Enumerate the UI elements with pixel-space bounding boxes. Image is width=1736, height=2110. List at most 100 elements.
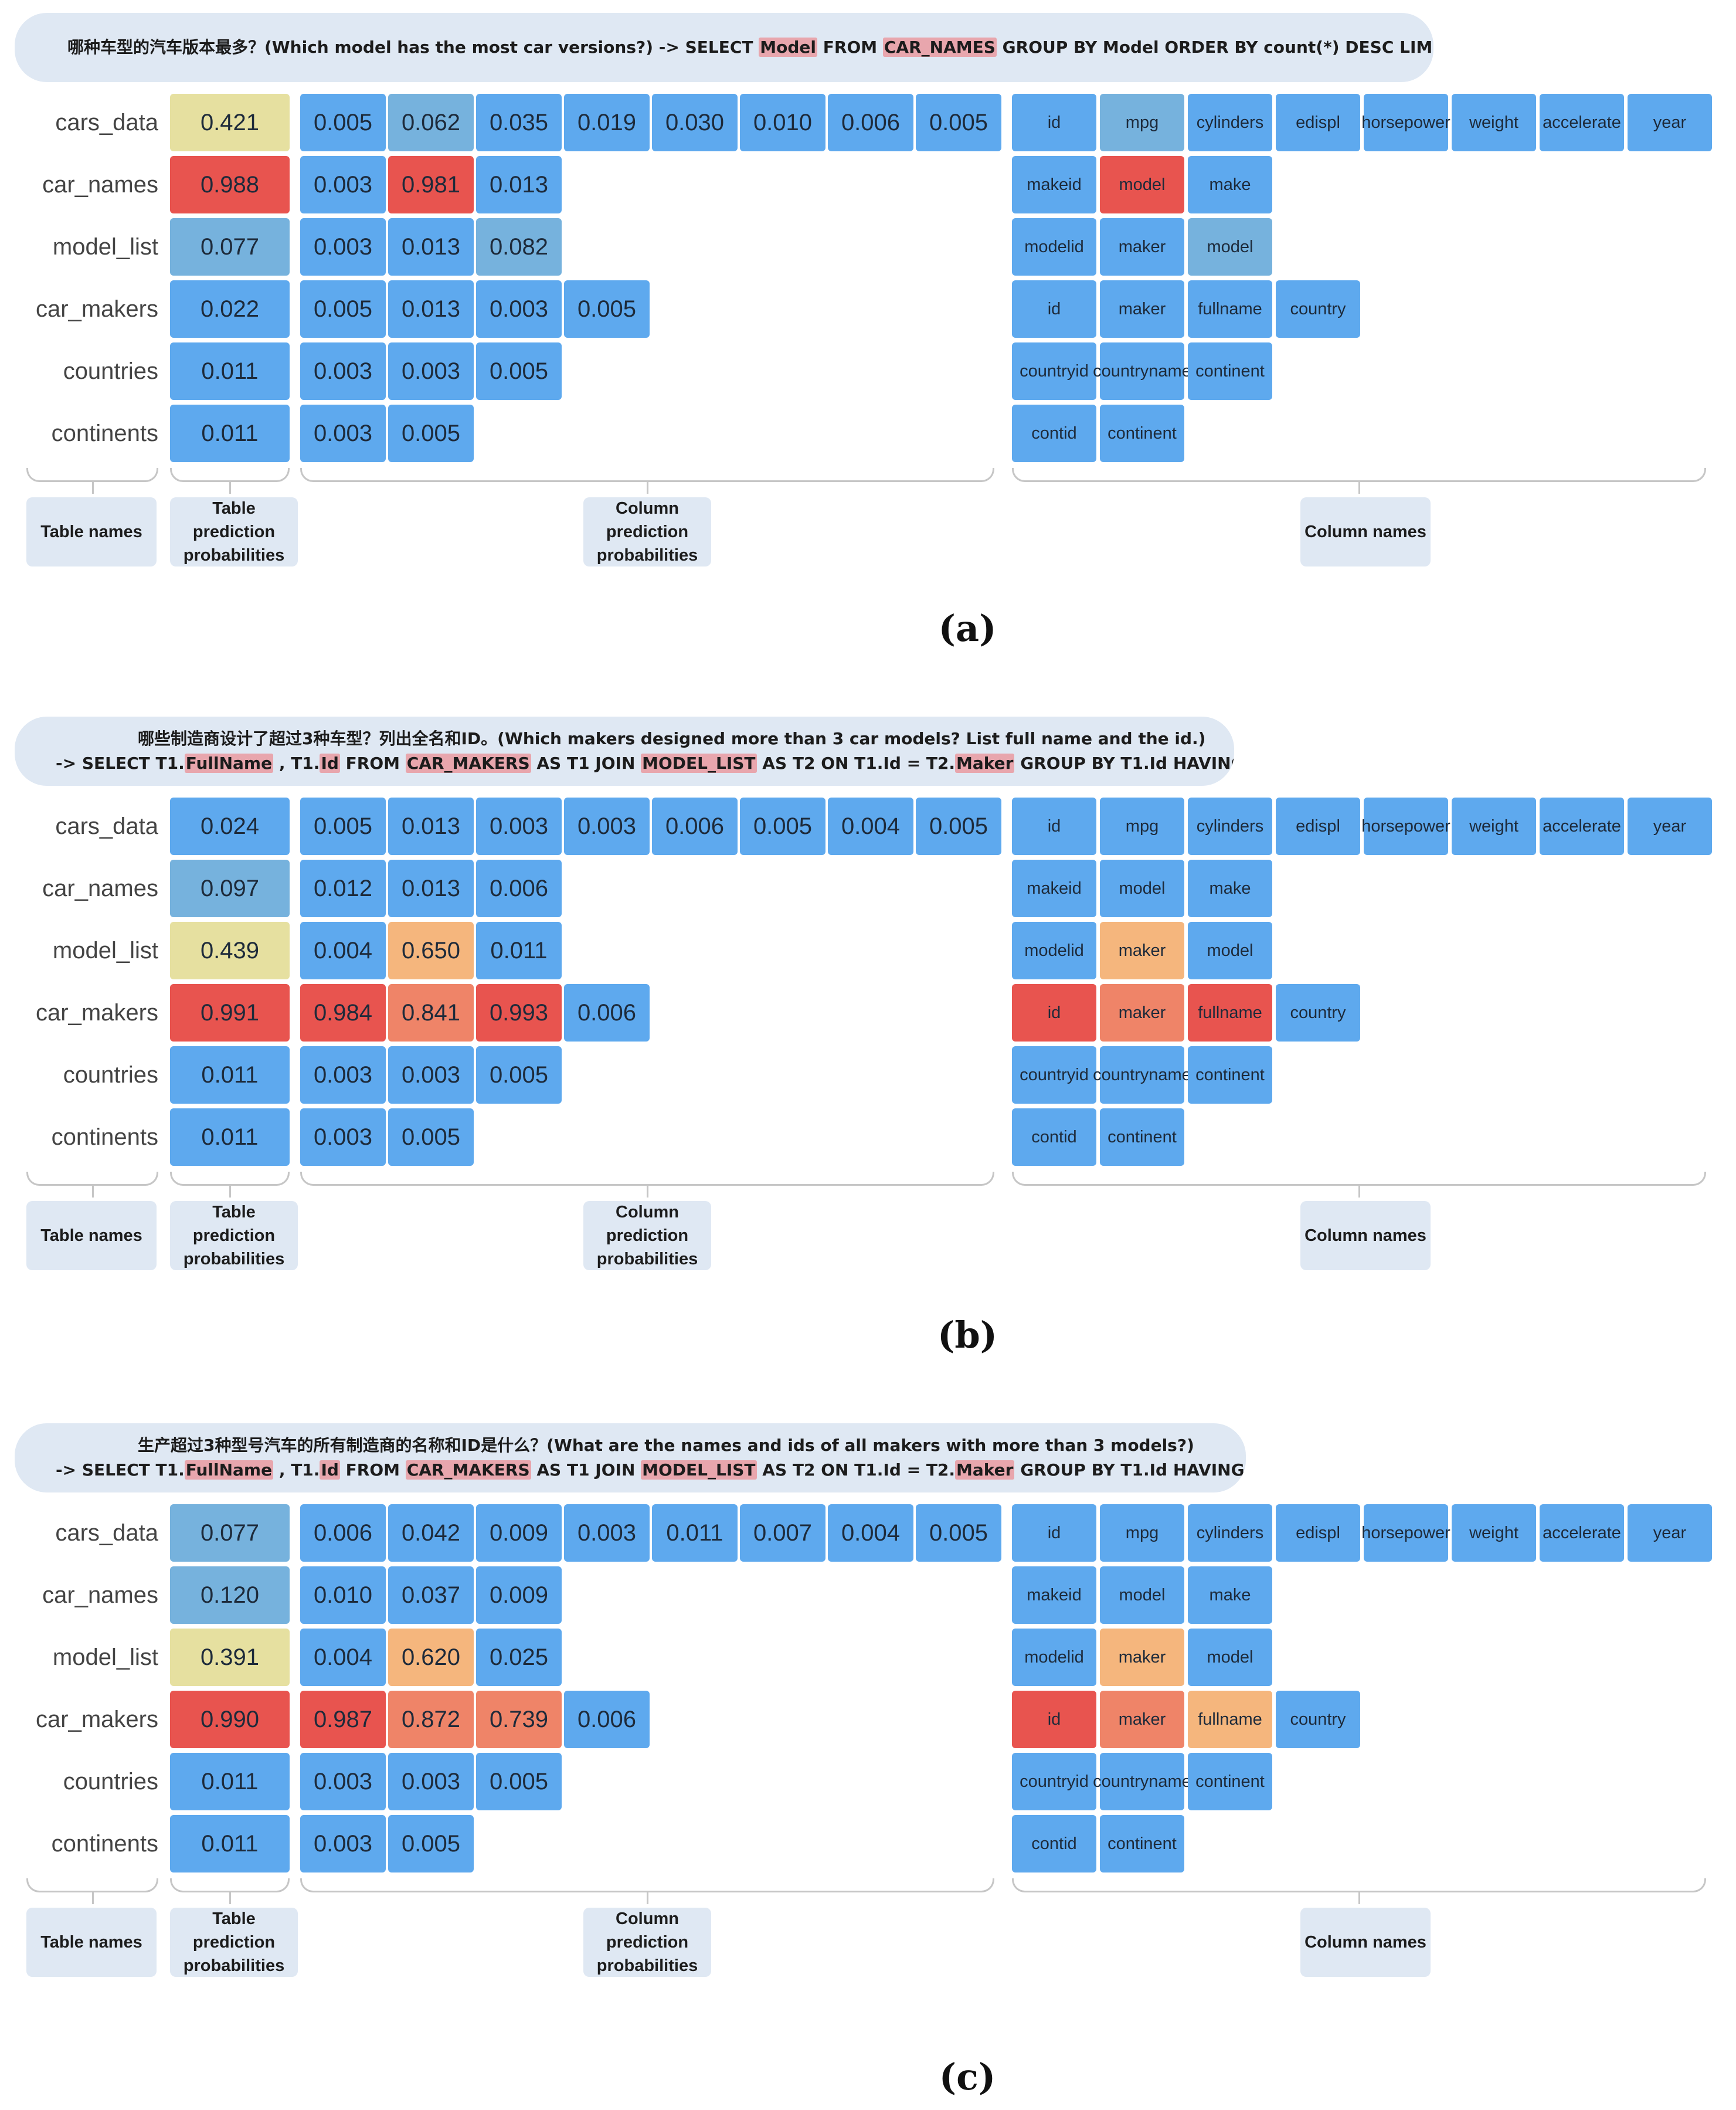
sql-highlight: Maker — [955, 1460, 1015, 1480]
column-prob-cell: 0.872 — [388, 1691, 474, 1748]
column-name-line: horse — [1361, 817, 1404, 836]
brace-column-names-tick — [1358, 1186, 1360, 1198]
column-prob-cell: 0.005 — [476, 342, 562, 400]
column-name-line: contid — [1031, 424, 1077, 443]
column-prob-cell: 0.003 — [564, 798, 650, 855]
question-line: 哪种车型的汽车版本最多？(Which model has the most ca… — [67, 35, 1433, 60]
column-prob-cell: 0.004 — [828, 1504, 913, 1562]
sql-highlight: MODEL_LIST — [641, 754, 757, 773]
column-name-cell: year — [1628, 94, 1712, 151]
column-name-line: makeid — [1027, 175, 1082, 194]
sql-highlight: Model — [759, 38, 818, 57]
panel-c: 生产超过3种型号汽车的所有制造商的名称和ID是什么？(What are the … — [0, 1410, 1736, 2110]
brace-column-names — [1012, 468, 1706, 482]
column-name-line: fullname — [1198, 1710, 1262, 1729]
column-prob-cell: 0.003 — [300, 342, 386, 400]
column-name-cell: horse power — [1361, 1504, 1450, 1562]
column-name-cell: accelerate — [1540, 94, 1624, 151]
column-prob-cell: 0.005 — [916, 94, 1001, 151]
column-name-line: modelid — [1024, 941, 1084, 960]
column-prob-cell: 0.003 — [300, 1046, 386, 1104]
label-column-prediction-probabilities-text: Column prediction probabilities — [597, 1200, 698, 1271]
column-name-line: year — [1653, 113, 1687, 132]
label-column-names: Column names — [1300, 1908, 1431, 1977]
column-name-line: power — [1404, 817, 1450, 836]
label-table-prediction-probabilities-text: Table prediction probabilities — [184, 1907, 284, 1977]
column-name-cell: maker — [1100, 984, 1184, 1042]
column-prob-cell: 0.013 — [388, 280, 474, 338]
label-table-prediction-probabilities-text: Table prediction probabilities — [184, 497, 284, 567]
column-name-line: id — [1047, 1710, 1061, 1729]
column-prob-cell: 0.984 — [300, 984, 386, 1042]
table-prob-cell: 0.439 — [170, 922, 290, 979]
table-prob-cell: 0.421 — [170, 94, 290, 151]
column-name-cell: cylinders — [1188, 94, 1272, 151]
question-text: AS T2 ON T1.Id = T2. — [756, 1460, 956, 1480]
column-name-cell: year — [1628, 798, 1712, 855]
brace-table-names-tick — [91, 482, 94, 494]
question-text: , T1. — [273, 1460, 320, 1480]
column-prob-cell: 0.012 — [300, 860, 386, 917]
label-column-names: Column names — [1300, 1201, 1431, 1270]
column-name-cell: id — [1012, 1504, 1096, 1562]
table-prob-cell: 0.011 — [170, 1753, 290, 1810]
label-column-names-line: Column names — [1304, 1933, 1426, 1952]
column-prob-cell: 0.005 — [476, 1753, 562, 1810]
brace-table-names — [26, 1172, 158, 1186]
label-table-prediction-probabilities: Table prediction probabilities — [170, 497, 298, 566]
column-name-cell: edispl — [1276, 1504, 1360, 1562]
panel-b: 哪些制造商设计了超过3种车型？列出全名和ID。(Which makers des… — [0, 704, 1736, 1403]
column-prob-cell: 0.003 — [564, 1504, 650, 1562]
column-prob-cell: 0.010 — [300, 1566, 386, 1624]
column-name-line: country — [1290, 1710, 1346, 1729]
label-column-names: Column names — [1300, 497, 1431, 566]
column-prob-cell: 0.005 — [388, 405, 474, 462]
column-name-line: model — [1207, 1648, 1253, 1667]
column-prob-cell: 0.006 — [476, 860, 562, 917]
column-name-line: contid — [1031, 1834, 1077, 1853]
column-name-line: maker — [1118, 238, 1166, 256]
column-name-line: name — [1149, 362, 1191, 381]
column-name-cell: mpg — [1100, 798, 1184, 855]
question-text: GROUP BY T1.Id HAVING count(*) > 3; — [1020, 1460, 1246, 1480]
column-name-cell: cylinders — [1188, 1504, 1272, 1562]
column-name-cell: mpg — [1100, 1504, 1184, 1562]
column-name-cell: model — [1188, 218, 1272, 276]
brace-table-probs — [170, 468, 290, 482]
label-table-prediction-probabilities-line: Table — [212, 499, 256, 518]
column-prob-cell: 0.037 — [388, 1566, 474, 1624]
column-name-cell: fullname — [1188, 1691, 1272, 1748]
label-table-names-text: Table names — [40, 1224, 142, 1247]
column-name-cell: model — [1100, 1566, 1184, 1624]
column-name-cell: countryid — [1012, 1046, 1096, 1104]
column-prob-cell: 0.006 — [564, 1691, 650, 1748]
column-name-cell: id — [1012, 280, 1096, 338]
label-column-names-line: Column names — [1304, 1226, 1426, 1245]
column-name-line: makeid — [1027, 879, 1082, 898]
table-name-cars-data: cars_data — [55, 1519, 158, 1546]
column-name-line: id — [1047, 1524, 1061, 1542]
column-name-cell: contid — [1012, 1108, 1096, 1166]
table-name-countries: countries — [63, 358, 158, 384]
panel-caption: (a) — [938, 607, 997, 650]
column-name-line: maker — [1118, 1710, 1166, 1729]
column-prob-cell: 0.011 — [652, 1504, 738, 1562]
brace-table-names — [26, 468, 158, 482]
column-name-line: power — [1404, 113, 1450, 132]
question-text: AS T2 ON T1.Id = T2. — [756, 754, 956, 773]
column-name-cell: continent — [1188, 1753, 1272, 1810]
label-table-names: Table names — [26, 497, 157, 566]
table-prob-cell: 0.391 — [170, 1629, 290, 1686]
column-name-cell: id — [1012, 1691, 1096, 1748]
column-name-cell: id — [1012, 94, 1096, 151]
column-name-cell: country — [1276, 280, 1360, 338]
column-name-cell: maker — [1100, 1629, 1184, 1686]
table-name-continents: continents — [51, 1124, 158, 1150]
brace-table-names-tick — [91, 1186, 94, 1198]
label-table-names: Table names — [26, 1908, 157, 1977]
brace-table-names-tick — [91, 1892, 94, 1904]
label-column-prediction-probabilities-line: prediction — [606, 1933, 689, 1952]
column-name-cell: model — [1188, 922, 1272, 979]
question-text: AS T1 JOIN — [531, 1460, 641, 1480]
column-name-line: mpg — [1125, 113, 1159, 132]
